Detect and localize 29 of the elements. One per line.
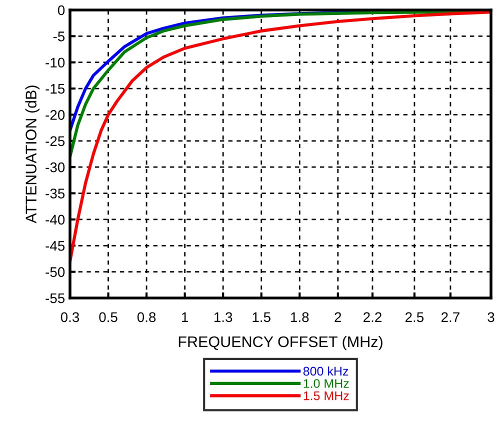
x-tick-label: 2.7	[442, 312, 460, 322]
x-tick-label: 1.5	[252, 312, 270, 322]
y-tick-label: -45	[46, 241, 65, 251]
y-tick-label: -40	[46, 214, 65, 225]
y-tick-label: -20	[46, 110, 65, 120]
y-tick-label: -5	[53, 32, 65, 42]
text: 1.5 MHz	[304, 391, 349, 400]
x-tick-label: 1.8	[291, 312, 309, 322]
x-axis-title: FREQUENCY OFFSET (MHz)	[178, 336, 382, 350]
y-tick-label: -35	[46, 188, 65, 198]
y-tick-label: -25	[46, 136, 65, 146]
x-tick-label: 1	[182, 312, 188, 322]
x-tick-label: 2	[334, 312, 342, 322]
x-tick-label: 0.5	[99, 312, 118, 322]
text: 1.0 MHz	[304, 379, 349, 388]
y-axis-title: ATTENUATION (dB)	[25, 86, 40, 224]
y-tick-label: -55	[46, 293, 65, 304]
text: 800 kHz	[303, 366, 348, 376]
y-tick-label: 0	[58, 5, 65, 16]
y-tick-label: -10	[46, 58, 65, 68]
x-tick-label: 1.3	[214, 312, 232, 322]
x-tick-label: 2.5	[406, 312, 424, 322]
y-tick-label: -30	[46, 162, 65, 172]
x-tick-label: 0.8	[137, 312, 156, 322]
y-tick-label: -15	[46, 84, 65, 94]
x-tick-label: 3	[488, 312, 494, 322]
x-tick-label: 2.2	[364, 312, 382, 322]
y-tick-label: -50	[46, 267, 65, 277]
x-tick-label: 0.3	[60, 312, 80, 322]
